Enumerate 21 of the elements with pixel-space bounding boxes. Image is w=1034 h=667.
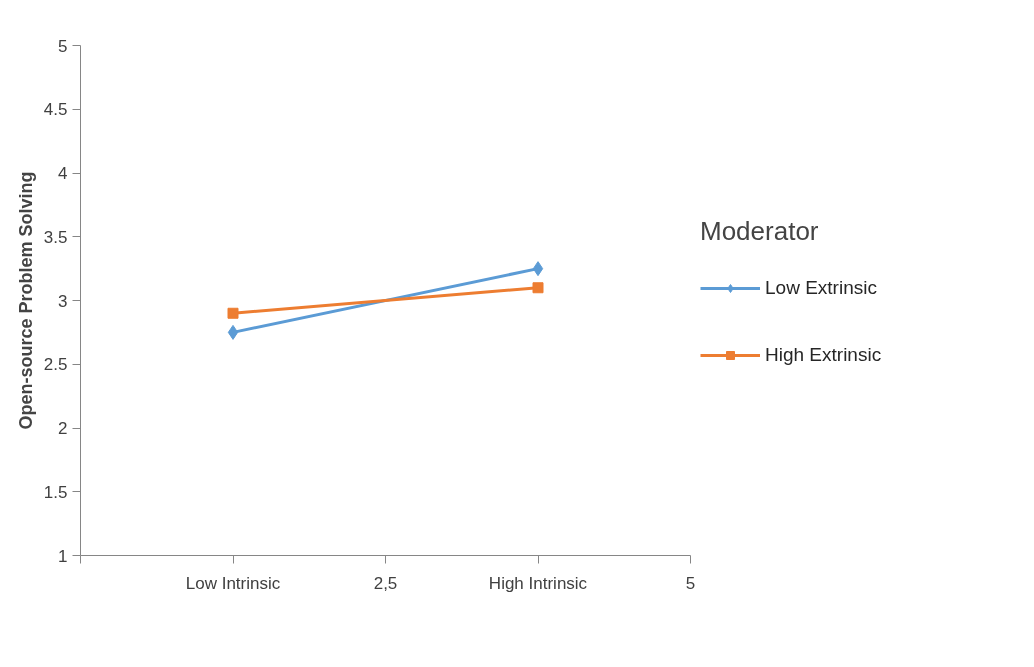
y-tick-label: 4.5 xyxy=(43,100,68,120)
x-tick-label: 2,5 xyxy=(373,573,398,593)
point xyxy=(532,261,544,277)
y-tick-label: 2.5 xyxy=(43,355,68,375)
x-tick-label: 5 xyxy=(685,573,696,593)
x-tick-label: High Intrinsic xyxy=(488,573,588,593)
y-tick-label: 3.5 xyxy=(43,227,68,247)
y-tick-label: 1 xyxy=(58,546,68,566)
y-tick-label: 1.5 xyxy=(43,482,68,502)
point xyxy=(532,282,544,294)
point xyxy=(227,324,239,340)
legend-title: Moderator xyxy=(700,216,820,248)
point xyxy=(227,307,239,319)
legend-label: High Extrinsic xyxy=(765,344,882,367)
y-axis-title: Open-source Problem Solving xyxy=(15,171,36,430)
y-tick-label: 3 xyxy=(58,291,68,311)
y-tick-label: 4 xyxy=(58,164,68,183)
legend-label: Low Extrinsic xyxy=(765,277,877,300)
y-tick-label: 2 xyxy=(58,419,68,438)
x-tick-label: Low Intrinsic xyxy=(185,573,281,593)
y-tick-label: 5 xyxy=(58,36,68,56)
